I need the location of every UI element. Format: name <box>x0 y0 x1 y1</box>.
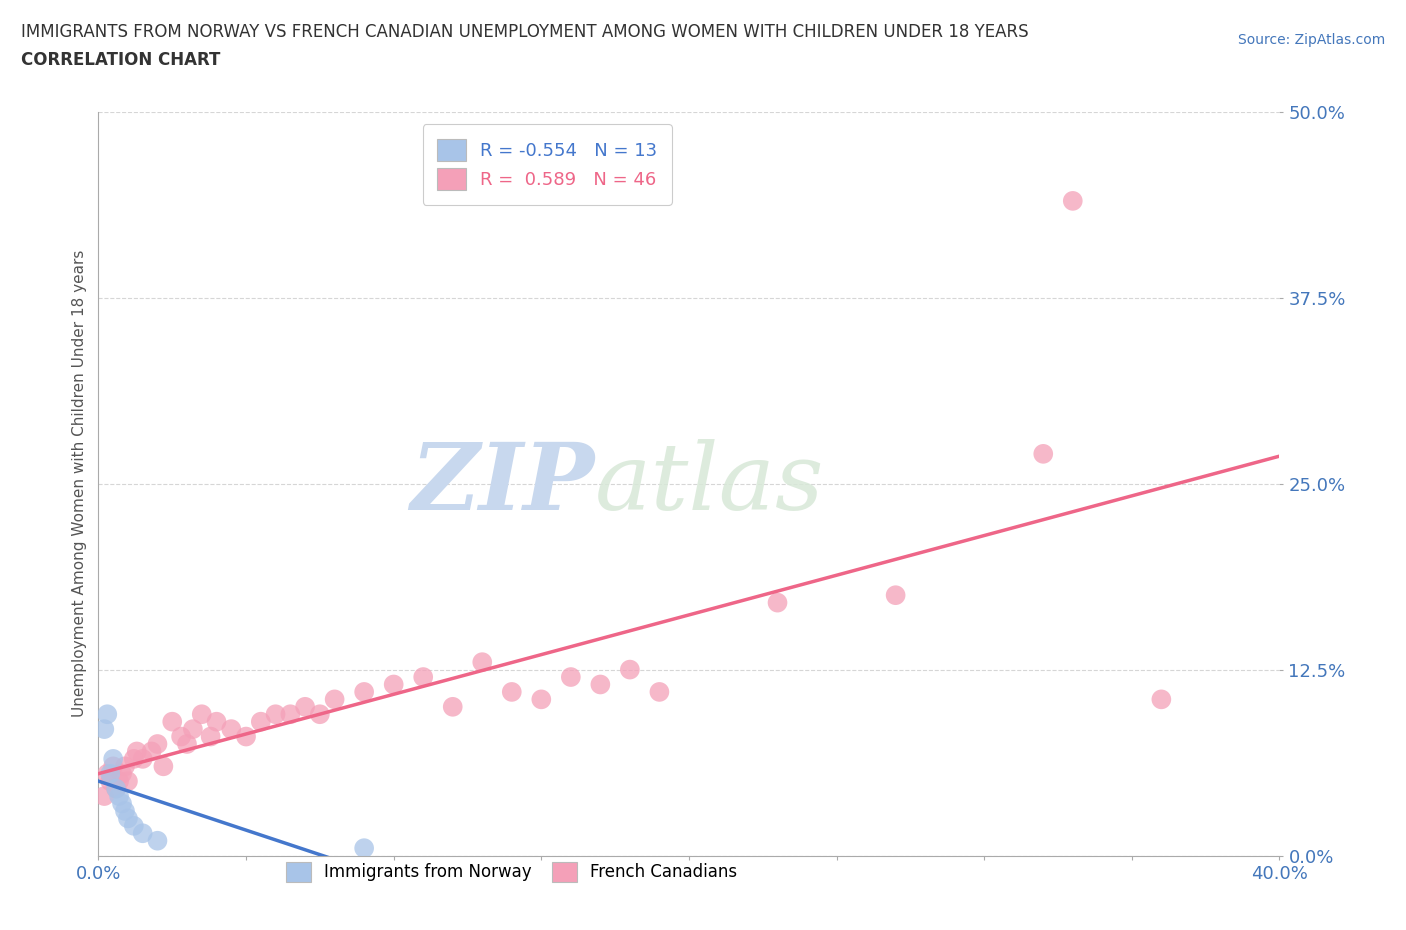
Point <box>235 729 257 744</box>
Point <box>108 774 131 789</box>
Point <box>103 751 125 766</box>
Text: ZIP: ZIP <box>411 439 595 528</box>
Point <box>141 744 163 759</box>
Point <box>280 707 302 722</box>
Point <box>162 714 183 729</box>
Point <box>125 744 148 759</box>
Point <box>146 737 169 751</box>
Point <box>170 729 193 744</box>
Point <box>93 789 115 804</box>
Point <box>111 766 134 781</box>
Point <box>530 692 553 707</box>
Point <box>1032 446 1054 461</box>
Point <box>1062 193 1084 208</box>
Point <box>98 774 121 789</box>
Point <box>122 818 145 833</box>
Point <box>111 796 134 811</box>
Point <box>353 684 375 699</box>
Text: Source: ZipAtlas.com: Source: ZipAtlas.com <box>1237 33 1385 46</box>
Point <box>619 662 641 677</box>
Point <box>294 699 316 714</box>
Point <box>309 707 332 722</box>
Point <box>501 684 523 699</box>
Point <box>221 722 243 737</box>
Point <box>96 766 118 781</box>
Point <box>323 692 346 707</box>
Point <box>441 699 464 714</box>
Point <box>471 655 494 670</box>
Point <box>114 759 136 774</box>
Point <box>884 588 907 603</box>
Point <box>146 833 169 848</box>
Point <box>191 707 214 722</box>
Point <box>264 707 287 722</box>
Point <box>108 789 131 804</box>
Text: CORRELATION CHART: CORRELATION CHART <box>21 51 221 69</box>
Text: atlas: atlas <box>595 439 824 528</box>
Point <box>176 737 198 751</box>
Point <box>96 707 118 722</box>
Point <box>98 766 121 781</box>
Point <box>181 722 204 737</box>
Point <box>132 751 155 766</box>
Point <box>648 684 671 699</box>
Point <box>560 670 582 684</box>
Point <box>1150 692 1173 707</box>
Point <box>103 759 125 774</box>
Point <box>114 804 136 818</box>
Point <box>105 781 128 796</box>
Point <box>205 714 228 729</box>
Text: IMMIGRANTS FROM NORWAY VS FRENCH CANADIAN UNEMPLOYMENT AMONG WOMEN WITH CHILDREN: IMMIGRANTS FROM NORWAY VS FRENCH CANADIA… <box>21 23 1029 41</box>
Point <box>250 714 273 729</box>
Point <box>353 841 375 856</box>
Point <box>766 595 789 610</box>
Y-axis label: Unemployment Among Women with Children Under 18 years: Unemployment Among Women with Children U… <box>72 250 87 717</box>
Point <box>412 670 434 684</box>
Point <box>93 722 115 737</box>
Point <box>122 751 145 766</box>
Point <box>132 826 155 841</box>
Point <box>589 677 612 692</box>
Legend: Immigrants from Norway, French Canadians: Immigrants from Norway, French Canadians <box>280 856 744 888</box>
Point <box>105 781 128 796</box>
Point <box>117 774 139 789</box>
Point <box>152 759 174 774</box>
Point <box>200 729 222 744</box>
Point <box>117 811 139 826</box>
Point <box>382 677 405 692</box>
